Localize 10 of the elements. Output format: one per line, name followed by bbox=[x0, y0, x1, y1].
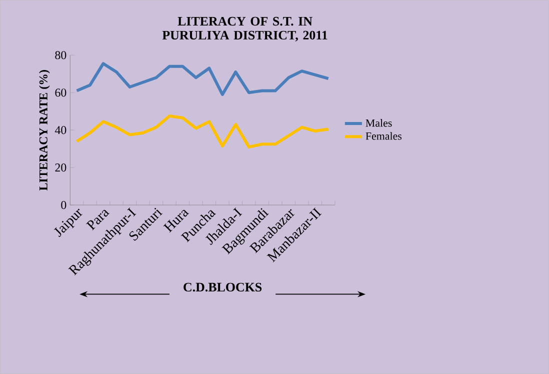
y-tick-label: 0 bbox=[61, 200, 66, 210]
y-axis-title: LITERACY RATE (%) bbox=[39, 70, 50, 190]
y-tick-label: 40 bbox=[54, 126, 66, 134]
x-axis-title: C.D.BLOCKS bbox=[184, 282, 262, 292]
legend-label: Females bbox=[366, 132, 402, 140]
y-tick-label: 80 bbox=[55, 51, 66, 60]
chart-title: LITERACY OF S.T. IN PURULIYA DISTRICT, 2011 bbox=[162, 16, 328, 42]
y-tick-label: 20 bbox=[55, 163, 66, 172]
y-tick-label: 60 bbox=[55, 88, 66, 97]
legend-label: Males bbox=[366, 118, 392, 127]
